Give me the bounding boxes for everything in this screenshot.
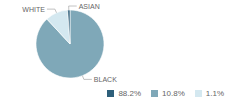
- html-text:10.8%: 10.8%: [162, 89, 185, 98]
- svg-text:ASIAN: ASIAN: [79, 3, 100, 10]
- svg-text:WHITE: WHITE: [22, 6, 45, 13]
- html-text:1.1%: 1.1%: [205, 89, 224, 98]
- html-text:88.2%: 88.2%: [118, 89, 142, 98]
- svg-text:BLACK: BLACK: [94, 76, 117, 83]
